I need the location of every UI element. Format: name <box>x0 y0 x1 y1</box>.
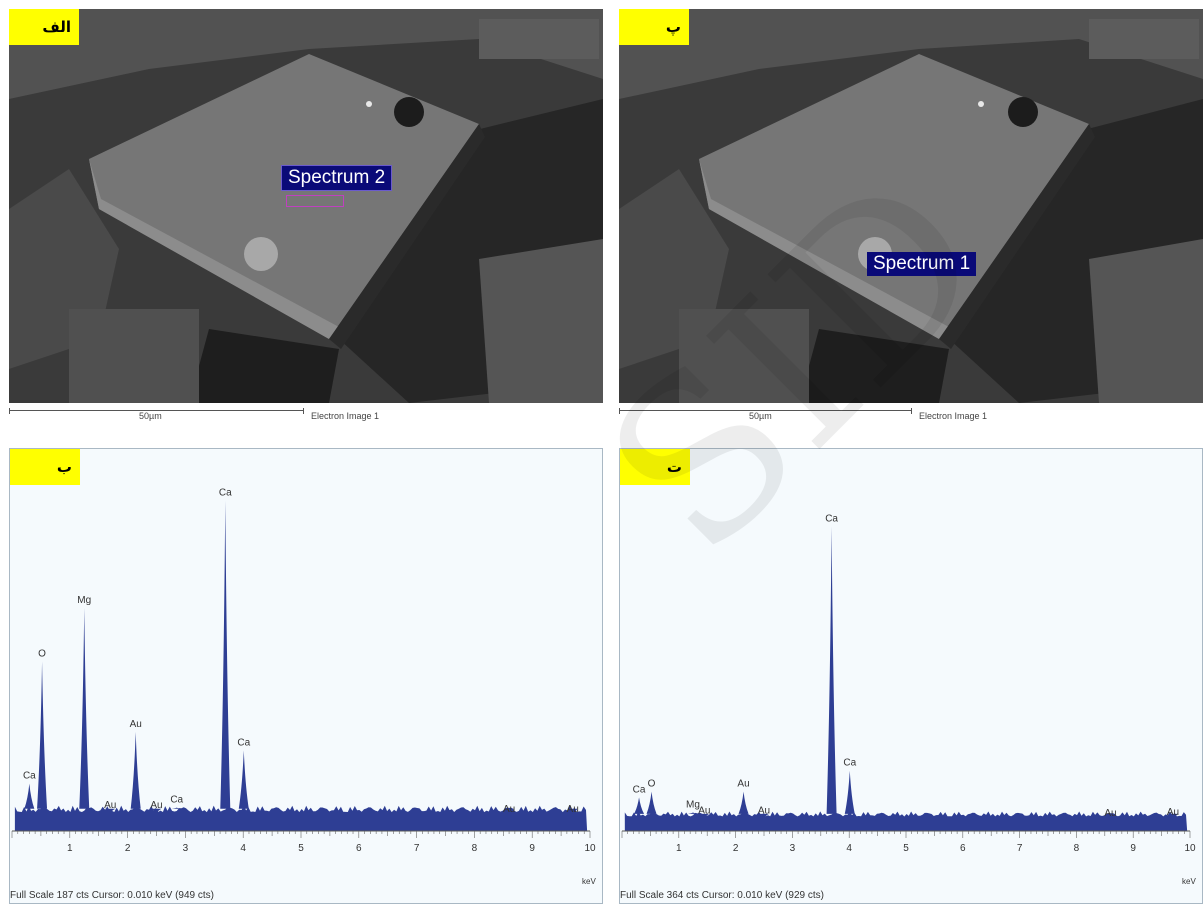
scale-length-alef: 50µm <box>139 411 162 421</box>
scale-length-pe: 50µm <box>749 411 772 421</box>
peak-label: Au <box>698 805 710 816</box>
peak-label: Ca <box>633 784 646 795</box>
peak-label: Ca <box>825 513 838 524</box>
peak-label: Ca <box>843 758 856 769</box>
x-tick-label: 9 <box>529 843 535 854</box>
spectrum-peak <box>171 807 182 809</box>
x-tick-label: 2 <box>125 843 131 854</box>
spectrum-peak <box>826 526 837 814</box>
x-tick-label: 4 <box>846 843 852 854</box>
x-tick-label: 4 <box>240 843 246 854</box>
spectrum-peak <box>79 607 90 809</box>
spectrum-peak <box>1167 813 1178 821</box>
spectrum-peak <box>130 731 141 809</box>
spectrum-peak <box>738 791 749 814</box>
peak-label: O <box>648 779 656 790</box>
spectrum-peak <box>151 808 162 814</box>
eds-footer-be: Full Scale 187 cts Cursor: 0.010 keV (94… <box>10 890 214 901</box>
x-tick-label: 7 <box>414 843 420 854</box>
peak-label: Ca <box>23 771 36 782</box>
x-tick-label: 5 <box>298 843 304 854</box>
sem-image-alef: الف Spectrum 2 <box>9 9 603 403</box>
eds-spectrum-te: Ca O Mg Au Au Au Ca Ca Au Au 1 2 3 4 5 6 7 8 9 10 ت Full Sc… <box>619 448 1203 904</box>
x-tick-label: 1 <box>67 843 73 854</box>
peak-label: Au <box>130 719 142 730</box>
spectrum-peak <box>238 750 249 809</box>
spectrum-peak <box>1105 813 1116 822</box>
x-tick-label: 10 <box>1184 843 1196 854</box>
scale-caption-pe: Electron Image 1 <box>919 411 988 421</box>
panel-tag-alef: الف <box>9 9 79 45</box>
peak-label: Au <box>1104 808 1116 819</box>
peak-label: Mg <box>686 800 700 811</box>
spectrum-1-label: Spectrum 1 <box>867 252 977 276</box>
peak-label: Ca <box>237 737 250 748</box>
peak-label: Mg <box>77 595 91 606</box>
peak-label: Ca <box>170 795 183 806</box>
eds-spectrum-be: Ca O Mg Au Au Au Ca Ca Ca Au Au 1 2 3 4 5 6 7 8 9 10 ب Full … <box>9 448 603 904</box>
spectrum-peak <box>105 808 116 814</box>
spectrum-peak <box>24 783 35 809</box>
sem-image-pe: پ Spectrum 1 <box>619 9 1203 403</box>
peak-label: Au <box>104 800 116 811</box>
panel-tag-pe: پ <box>619 9 689 45</box>
x-tick-label: 2 <box>733 843 739 854</box>
peak-label: O <box>38 649 46 660</box>
spectrum-peak <box>688 812 698 814</box>
spectrum-peak <box>699 813 710 819</box>
x-tick-label: 10 <box>584 843 596 854</box>
eds-unit-be: keV <box>582 877 596 886</box>
peak-label: Au <box>1167 807 1179 818</box>
sem-micrograph-alef <box>9 9 603 403</box>
spectrum-peak <box>634 797 645 814</box>
x-tick-label: 3 <box>183 843 189 854</box>
spectrum-peak <box>759 813 769 819</box>
x-tick-label: 6 <box>356 843 362 854</box>
panel-tag-te: ت <box>620 449 690 485</box>
spectrum-peak <box>844 770 855 814</box>
spectrum-peak <box>37 661 48 809</box>
spectrum-peak <box>567 808 578 817</box>
peak-label: Au <box>758 805 770 816</box>
scale-bar-pe: 50µm Electron Image 1 <box>619 406 1203 428</box>
eds-unit-te: keV <box>1182 877 1196 886</box>
spectrum-peak <box>504 808 515 817</box>
sem-micrograph-pe <box>619 9 1203 403</box>
scale-bar-alef: 50µm Electron Image 1 <box>9 406 603 428</box>
peak-label: Ca <box>219 488 232 499</box>
peak-label: Au <box>503 804 515 815</box>
spectrum-peak <box>220 500 231 809</box>
x-tick-label: 7 <box>1017 843 1023 854</box>
spectrum-peak <box>646 791 657 814</box>
x-tick-label: 5 <box>903 843 909 854</box>
peak-label: Au <box>150 800 162 811</box>
x-tick-label: 3 <box>790 843 796 854</box>
x-tick-label: 9 <box>1130 843 1136 854</box>
x-tick-label: 1 <box>676 843 682 854</box>
spectrum-2-label: Spectrum 2 <box>281 165 393 191</box>
panel-tag-be: ب <box>10 449 80 485</box>
x-tick-label: 8 <box>472 843 478 854</box>
eds-plot-be: Ca O Mg Au Au Au Ca Ca Ca Au Au 1 2 3 4 5 6 7 8 9 10 <box>11 488 596 854</box>
peak-label: Au <box>567 804 579 815</box>
eds-footer-te: Full Scale 364 cts Cursor: 0.010 keV (92… <box>620 890 824 901</box>
x-tick-label: 8 <box>1074 843 1080 854</box>
spectrum-baseline <box>14 805 588 831</box>
peak-label: Au <box>737 779 749 790</box>
x-tick-label: 6 <box>960 843 966 854</box>
spectrum-2-marker <box>286 195 344 207</box>
scale-caption-alef: Electron Image 1 <box>311 411 380 421</box>
